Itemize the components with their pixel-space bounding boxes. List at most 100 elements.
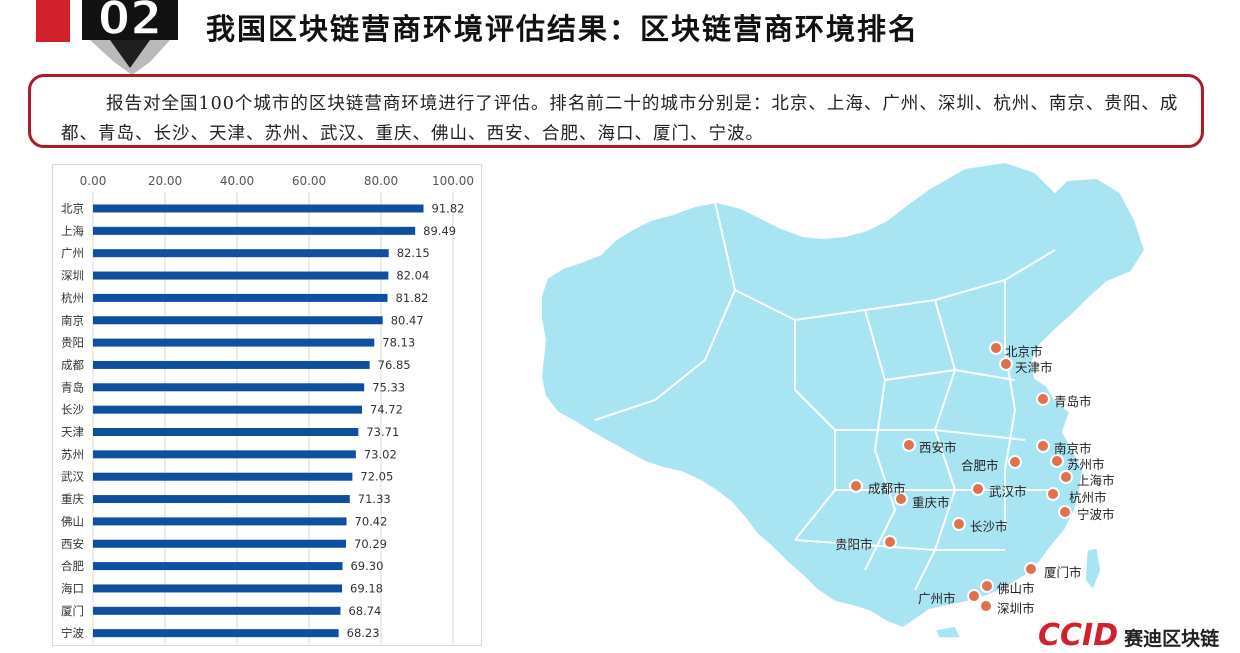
value-label: 75.33: [372, 380, 405, 394]
city-label: 上海市: [1077, 473, 1115, 488]
china-map: 北京市 天津市 青岛市 南京市 西安市 苏州市 合肥市 上海市 成都市 武汉市 杭州市 重庆市 宁波市长…: [535, 150, 1175, 638]
value-label: 72.05: [360, 470, 393, 484]
city-label: 贵阳市: [835, 537, 873, 552]
bar: [93, 606, 341, 615]
section-number-badge: 02: [36, 0, 178, 75]
category-label: 青岛: [61, 380, 84, 394]
value-label: 70.42: [355, 514, 388, 528]
city-label: 成都市: [868, 481, 906, 496]
city-markers: [849, 341, 1073, 613]
summary-box: 报告对全国100个城市的区块链营商环境进行了评估。排名前二十的城市分别是：北京、…: [28, 74, 1204, 148]
logo-text: 赛迪区块链: [1124, 628, 1220, 650]
value-label: 68.23: [347, 626, 380, 640]
value-label: 78.13: [382, 336, 415, 350]
x-tick-label: 20.00: [148, 174, 182, 188]
category-label: 合肥: [61, 559, 84, 573]
section-number: 02: [98, 0, 162, 45]
city-label: 深圳市: [997, 601, 1035, 616]
value-label: 91.82: [432, 202, 465, 216]
value-label: 81.82: [396, 291, 429, 305]
category-label: 上海: [61, 224, 84, 238]
city-marker: [885, 537, 895, 547]
bar: [93, 629, 339, 638]
x-tick-label: 80.00: [364, 174, 398, 188]
city-marker: [1026, 564, 1036, 574]
city-label: 宁波市: [1077, 507, 1115, 522]
value-label: 73.71: [366, 425, 399, 439]
bar: [93, 271, 389, 280]
page-title: 我国区块链营商环境评估结果：区块链营商环境排名: [206, 12, 920, 46]
taiwan-island: [1084, 547, 1102, 592]
category-label: 南京: [61, 313, 84, 327]
x-tick-label: 60.00: [292, 174, 326, 188]
china-map-shape: [539, 160, 1147, 638]
city-label: 南京市: [1054, 441, 1092, 456]
x-tick-label: 0.00: [80, 174, 107, 188]
city-marker: [1001, 359, 1011, 369]
value-label: 73.02: [364, 447, 397, 461]
bar: [93, 562, 343, 571]
bar: [93, 316, 383, 325]
ranking-bar-chart: 0.00 20.00 40.00 60.00 80.00 100.00 北京 91.82 上海 8…: [61, 174, 474, 645]
city-label: 西安市: [919, 440, 957, 455]
china-mainland-outline: [539, 160, 1147, 630]
city-label: 厦门市: [1044, 565, 1082, 580]
city-label: 杭州市: [1069, 490, 1107, 505]
category-label: 海口: [61, 581, 84, 595]
category-label: 成都: [61, 358, 84, 372]
city-label: 合肥市: [961, 458, 999, 473]
ranking-bar-chart-panel: 0.00 20.00 40.00 60.00 80.00 100.00 北京 91.82 上海 8…: [52, 164, 482, 646]
red-corner-square: [36, 0, 70, 42]
category-label: 北京: [61, 202, 84, 216]
city-marker: [982, 581, 992, 591]
category-label: 杭州: [61, 291, 84, 305]
city-label: 长沙市: [970, 519, 1008, 534]
black-arrow-shape: [82, 0, 178, 68]
value-label: 69.30: [350, 559, 383, 573]
city-label: 佛山市: [997, 581, 1035, 596]
province-borders: [594, 201, 1056, 591]
bar: [93, 450, 356, 459]
city-label: 武汉市: [989, 484, 1027, 499]
category-label: 重庆: [61, 492, 84, 506]
category-label: 西安: [61, 537, 84, 551]
value-label: 71.33: [358, 492, 391, 506]
logo-mark: CCID: [1038, 618, 1119, 653]
value-label: 80.47: [391, 313, 424, 327]
bar: [93, 584, 343, 593]
bar: [93, 517, 347, 526]
city-marker: [851, 481, 861, 491]
city-label: 广州市: [918, 591, 956, 606]
category-label: 长沙: [61, 403, 84, 417]
category-label: 贵阳: [61, 336, 84, 350]
city-label: 重庆市: [912, 495, 950, 510]
value-label: 82.04: [396, 269, 429, 283]
bar: [93, 472, 353, 481]
city-marker: [1010, 457, 1020, 467]
category-label: 天津: [61, 425, 84, 439]
category-label: 宁波: [61, 626, 84, 640]
bar: [93, 293, 388, 302]
city-label: 北京市: [1005, 344, 1043, 359]
value-label: 76.85: [378, 358, 411, 372]
city-marker: [973, 484, 983, 494]
bar: [93, 226, 416, 235]
city-label: 青岛市: [1054, 394, 1092, 409]
bar: [93, 495, 350, 504]
ccid-logo: CCID 赛迪区块链: [1038, 618, 1219, 653]
category-label: 厦门: [61, 604, 84, 618]
bar: [93, 428, 359, 436]
summary-text: 报告对全国100个城市的区块链营商环境进行了评估。排名前二十的城市分别是：北京、…: [61, 94, 1179, 144]
city-marker: [1038, 441, 1048, 451]
city-marker: [1052, 456, 1062, 466]
category-label: 佛山: [61, 514, 84, 528]
city-marker: [1038, 394, 1048, 404]
city-marker: [1060, 507, 1070, 517]
x-tick-label: 100.00: [432, 174, 474, 188]
x-tick-label: 40.00: [220, 174, 254, 188]
value-label: 89.49: [423, 224, 456, 238]
value-label: 74.72: [370, 403, 403, 417]
category-label: 武汉: [61, 470, 84, 484]
bar: [93, 249, 389, 258]
category-label: 苏州: [61, 447, 84, 461]
